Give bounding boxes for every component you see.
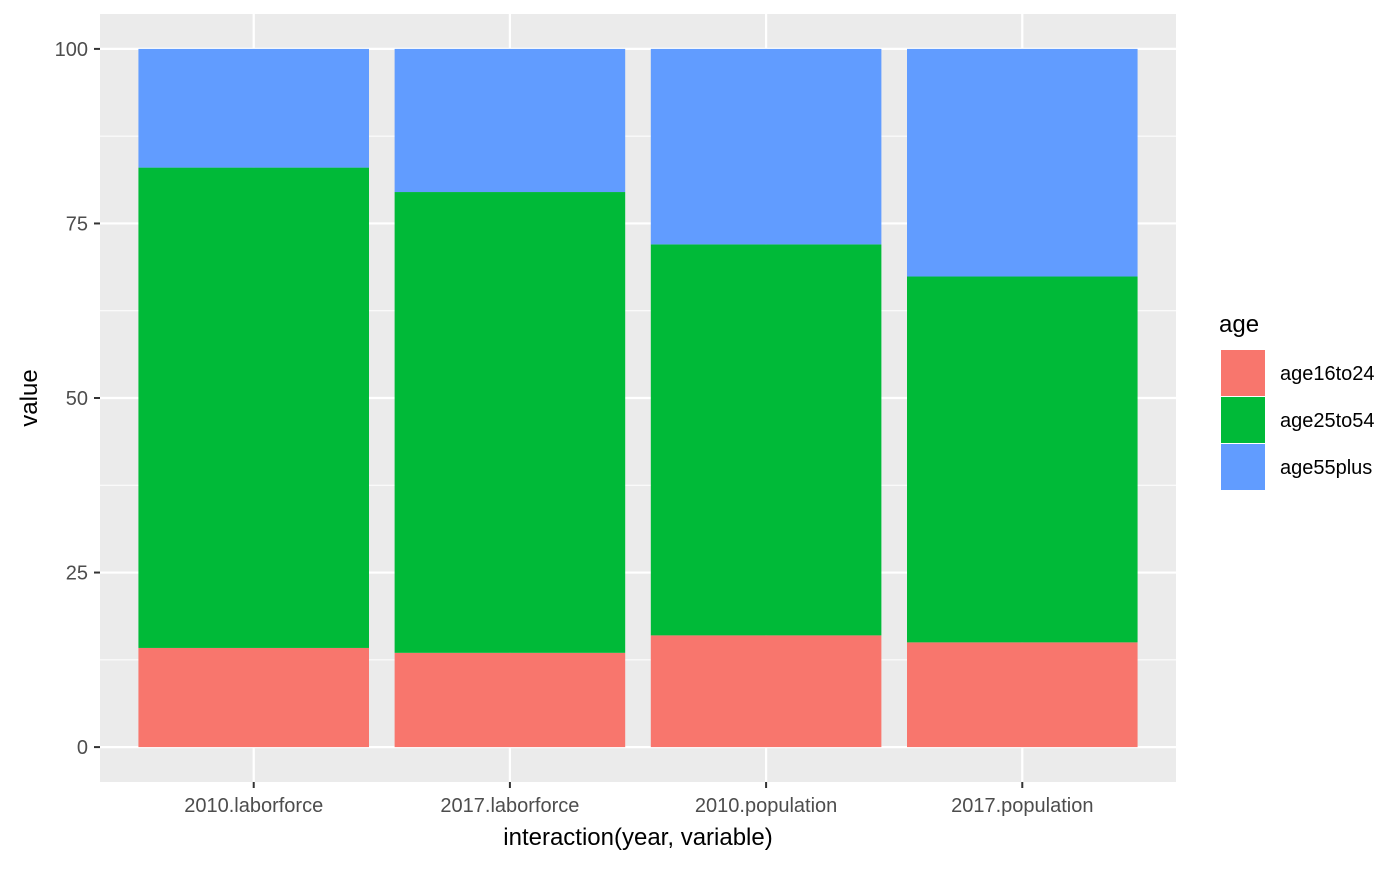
legend-label-age16to24: age16to24 xyxy=(1280,363,1375,385)
bar-age55plus-2010.population xyxy=(650,48,882,245)
y-axis-title: value xyxy=(16,369,43,426)
bar-age55plus-2017.population xyxy=(907,48,1138,277)
legend-label-age25to54: age25to54 xyxy=(1280,410,1375,432)
bar-age55plus-2010.laborforce xyxy=(138,48,369,168)
bar-age16to24-2010.laborforce xyxy=(138,647,369,748)
bar-age16to24-2017.population xyxy=(907,642,1138,748)
y-tick-label: 75 xyxy=(66,213,88,235)
legend-key-age25to54 xyxy=(1221,397,1265,443)
legend-title: age xyxy=(1219,311,1259,338)
y-tick-label: 0 xyxy=(77,737,88,759)
legend-label-age55plus: age55plus xyxy=(1280,457,1372,479)
x-tick-label: 2010.laborforce xyxy=(184,795,323,817)
y-tick-label: 50 xyxy=(66,388,88,410)
bar-age25to54-2010.population xyxy=(650,244,882,636)
x-tick-label: 2017.laborforce xyxy=(440,795,579,817)
x-axis: 2010.laborforce 2017.laborforce 2010.popul… xyxy=(184,782,1093,817)
bar-age25to54-2017.laborforce xyxy=(394,192,626,653)
bar-age16to24-2017.laborforce xyxy=(394,652,626,748)
bars xyxy=(138,48,1138,748)
bar-age25to54-2010.laborforce xyxy=(138,167,369,648)
legend-items: age16to24 age25to54 age55plus xyxy=(1221,350,1375,490)
bar-age25to54-2017.population xyxy=(907,276,1138,643)
x-axis-title: interaction(year, variable) xyxy=(503,824,772,851)
y-axis: 0 25 50 75 100 xyxy=(55,39,100,759)
bar-age55plus-2017.laborforce xyxy=(394,48,626,193)
x-tick-label: 2017.population xyxy=(951,795,1093,817)
legend-key-age55plus xyxy=(1221,444,1265,490)
y-tick-label: 25 xyxy=(66,563,88,585)
x-tick-label: 2010.population xyxy=(695,795,837,817)
legend: age age16to24 age25to54 age55plus xyxy=(1219,311,1375,490)
legend-key-age16to24 xyxy=(1221,350,1265,396)
bar-age16to24-2010.population xyxy=(650,635,882,748)
y-tick-label: 100 xyxy=(55,39,88,61)
